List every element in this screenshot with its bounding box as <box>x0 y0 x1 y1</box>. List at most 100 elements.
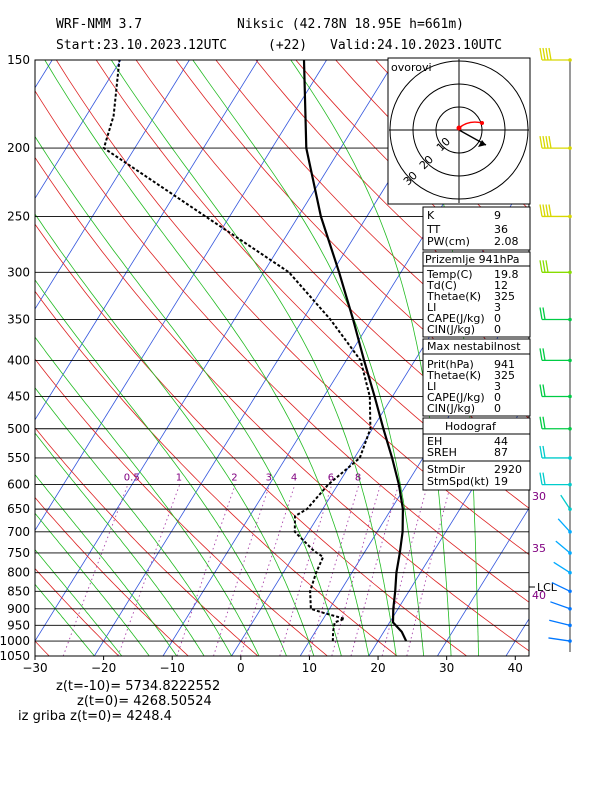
side-label-40: 40 <box>532 589 546 602</box>
wind-barb-dot <box>568 456 572 460</box>
pressure-tick-label: 800 <box>7 566 30 580</box>
pressure-tick-label: 150 <box>7 53 30 67</box>
lead-label: (+22) <box>268 38 307 53</box>
temperature-tick-label: 30 <box>439 661 454 675</box>
hodograph-inset: ovorovi 10 20 30 <box>387 57 531 205</box>
isotherm-line <box>575 60 600 656</box>
mixing-ratio-line <box>279 484 333 656</box>
max-instability-frame <box>422 338 531 417</box>
mixing-ratio-label: 3 <box>266 473 272 484</box>
hodograph-start-point <box>456 125 462 131</box>
pressure-tick-label: 1000 <box>0 634 30 648</box>
max-label-li: LI <box>427 380 436 393</box>
mixing-ratio-line <box>331 484 381 656</box>
surface-box: Prizemlje 941hPa Temp(C) 19.8 Td(C) 12 T… <box>422 251 531 338</box>
dry-adiabat-line <box>35 290 398 656</box>
max-label-cin: CIN(J/kg) <box>427 402 475 415</box>
hodo-value-stmspd: 19 <box>494 475 508 488</box>
surface-value-cape: 0 <box>494 312 501 325</box>
surface-label-temp: Temp(C) <box>426 268 473 281</box>
wind-barb-feather <box>548 204 552 217</box>
wind-barb <box>555 540 571 554</box>
wind-barb <box>551 581 571 592</box>
max-label-prit: Prit(hPa) <box>427 358 474 371</box>
mixing-ratio-label: 2 <box>231 473 237 484</box>
hodograph-title: ovorovi <box>391 61 432 74</box>
isotherm-line <box>35 60 396 642</box>
max-label-cape: CAPE(J/kg) <box>427 391 485 404</box>
wind-barb-feather <box>539 348 543 361</box>
indices-label-pw: PW(cm) <box>427 235 470 248</box>
isotherm-line <box>35 60 190 310</box>
valid-label: Valid:24.10.2023. <box>330 38 463 53</box>
footer-line-3: iz griba z(t=0)= 4248.4 <box>18 709 172 724</box>
surface-label-td: Td(C) <box>426 279 457 292</box>
sounding-profiles <box>102 60 408 642</box>
hodograph-stats-frame <box>422 417 531 491</box>
wind-barb-dot <box>568 358 572 363</box>
dry-adiabat-line <box>35 427 259 656</box>
wind-barb-dot <box>568 570 572 575</box>
surface-label-cape: CAPE(J/kg) <box>427 312 485 325</box>
mixing-ratio-label: 0.5 <box>124 473 140 484</box>
pressure-tick-label: 850 <box>7 584 30 598</box>
hodo-value-sreh: 87 <box>494 446 508 459</box>
pressure-tick-label: 750 <box>7 546 30 560</box>
pressure-tick-label: 400 <box>7 353 30 367</box>
mixing-ratio-labels: 0.5 1 2 3 4 6 8 <box>124 473 361 484</box>
wind-barb-feather <box>542 260 546 273</box>
max-value-thetae: 325 <box>494 369 515 382</box>
temperature-tick-label: −20 <box>91 661 116 675</box>
pressure-tick-label: 350 <box>7 313 30 327</box>
indices-label-tt: TT <box>426 223 441 236</box>
wind-barb-feather <box>545 136 549 149</box>
wind-barb-dot <box>568 394 572 399</box>
temperature-tick-label: −30 <box>22 661 47 675</box>
temperature-tick-label: −10 <box>160 661 185 675</box>
max-instability-box: Max nestabilnost Prit(hPa) 941 Thetae(K)… <box>422 338 531 417</box>
mixing-ratio-label: 4 <box>291 473 297 484</box>
wind-barb <box>548 637 571 642</box>
temperature-axis: −30 −20 −10 0 10 20 30 40 <box>22 656 523 675</box>
indices-box: K 9 TT 36 PW(cm) 2.08 <box>422 206 531 251</box>
wind-barb-dot <box>568 270 572 275</box>
pressure-tick-label: 500 <box>7 422 30 436</box>
indices-value-pw: 2.08 <box>494 235 519 248</box>
dry-adiabat-line <box>575 60 600 656</box>
hodo-label-eh: EH <box>427 435 442 448</box>
wind-barb-dot <box>568 507 572 511</box>
pressure-tick-label: 650 <box>7 502 30 516</box>
wind-barb-feather <box>539 47 543 61</box>
wind-barb-feather <box>539 472 543 485</box>
isotherm-line <box>35 60 259 421</box>
pressure-tick-label: 950 <box>7 618 30 632</box>
wind-barb <box>549 619 571 626</box>
wind-barb-dot <box>568 639 572 643</box>
wind-barb-dot <box>568 606 572 611</box>
isotherm-line <box>368 396 529 656</box>
temperature-tick-label: 10 <box>302 661 317 675</box>
isotherm-line <box>35 60 122 200</box>
wind-barb-feather <box>539 136 543 149</box>
mixing-ratio-line <box>62 484 129 656</box>
mixing-ratio-line <box>239 484 296 656</box>
wind-barb-feather <box>542 47 546 61</box>
pressure-tick-label: 900 <box>7 602 30 616</box>
wind-barb-feather <box>539 384 543 397</box>
mixing-ratio-line <box>308 484 360 656</box>
pressure-tick-label: 550 <box>7 451 30 465</box>
surface-value-temp: 19.8 <box>494 268 519 281</box>
max-value-cape: 0 <box>494 391 501 404</box>
wind-barb-feather <box>545 47 549 61</box>
hodo-label-stmdir: StmDir <box>427 463 466 476</box>
wind-barb <box>560 494 571 510</box>
wind-barb-dot <box>568 58 572 62</box>
wind-barb-feather <box>539 204 543 217</box>
surface-value-thetae: 325 <box>494 290 515 303</box>
wind-barb-feather <box>542 416 546 429</box>
max-value-prit: 941 <box>494 358 515 371</box>
surface-label-cin: CIN(J/kg) <box>427 323 475 336</box>
wind-barb-feather <box>539 416 543 429</box>
station-label: Niksic (42.78N 18.95E h=661m) <box>237 17 464 32</box>
